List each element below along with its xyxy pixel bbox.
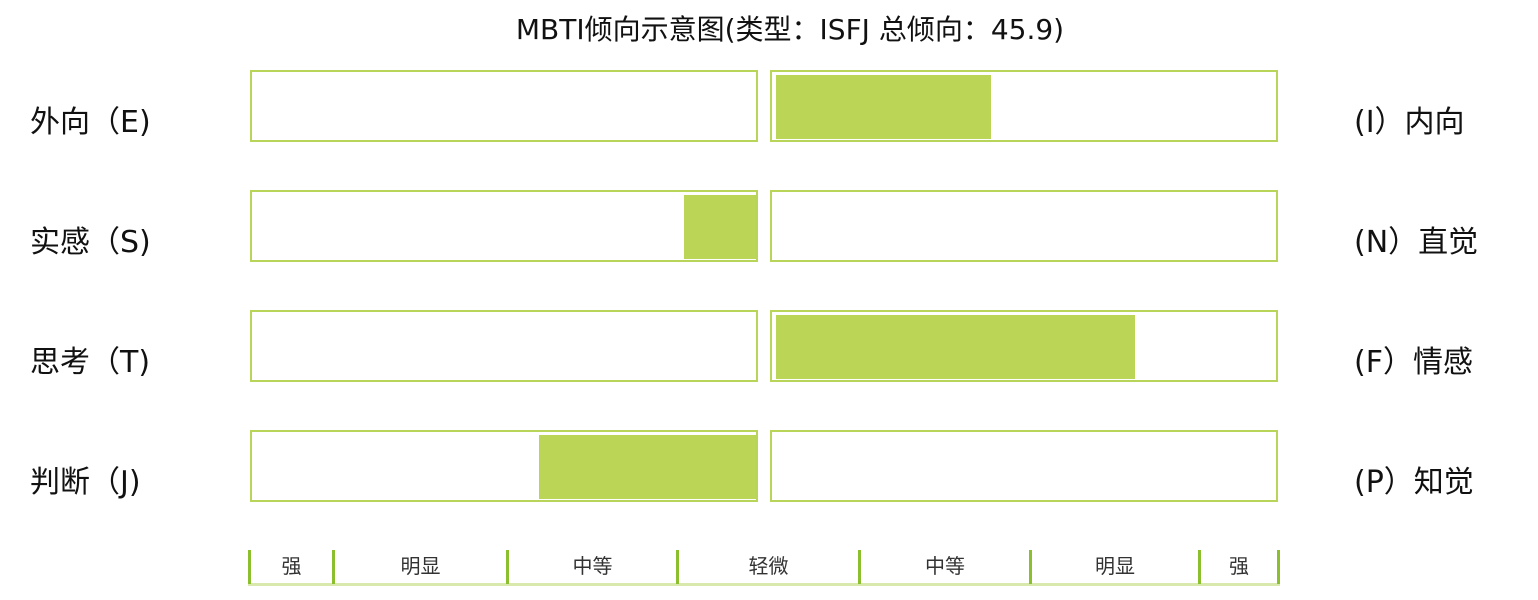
row-right-box-jp <box>770 430 1278 502</box>
chart-title: MBTI倾向示意图(类型：ISFJ 总倾向：45.9) <box>515 13 1065 46</box>
scale-strip: 强 明显 中等 轻微 中等 明显 强 <box>248 548 1280 586</box>
scale-divider-4 <box>858 550 861 584</box>
scale-label-right-clear: 明显 <box>1095 554 1135 578</box>
scale-divider-7 <box>1277 550 1280 584</box>
scale-divider-5 <box>1029 550 1032 584</box>
scale-divider-2 <box>506 550 509 584</box>
row-bar-1 <box>683 195 756 259</box>
scale-baseline <box>248 583 1280 586</box>
scale-label-left-clear: 明显 <box>400 554 441 578</box>
row-right-box-sn <box>770 190 1278 262</box>
row-right-label-tf: (F）情感 <box>1354 345 1473 380</box>
scale-divider-1 <box>332 550 335 584</box>
scale-label-left-strong: 强 <box>281 554 302 578</box>
scale-divider-0 <box>248 550 251 584</box>
row-left-label-tf: 思考（T) <box>30 345 151 380</box>
row-left-box-ei <box>250 70 758 142</box>
row-left-label-sn: 实感（S) <box>30 225 151 260</box>
row-right-label-sn: (N）直觉 <box>1354 225 1479 260</box>
row-left-box-sn <box>250 190 758 262</box>
scale-label-slight: 轻微 <box>748 554 789 578</box>
scale-divider-6 <box>1198 550 1201 584</box>
row-left-label-jp: 判断（J) <box>30 465 141 500</box>
row-left-box-tf <box>250 310 758 382</box>
scale-label-right-strong: 强 <box>1229 554 1249 578</box>
row-right-label-jp: (P）知觉 <box>1354 465 1474 500</box>
row-right-label-ei: (I）内向 <box>1354 105 1465 140</box>
row-bar-3 <box>539 435 756 499</box>
scale-divider-3 <box>676 550 679 584</box>
row-bar-2 <box>776 315 1136 379</box>
row-bar-0 <box>776 75 991 139</box>
row-left-label-ei: 外向（E) <box>30 105 151 140</box>
scale-label-left-moderate: 中等 <box>572 554 613 578</box>
scale-label-right-moderate: 中等 <box>925 554 965 578</box>
